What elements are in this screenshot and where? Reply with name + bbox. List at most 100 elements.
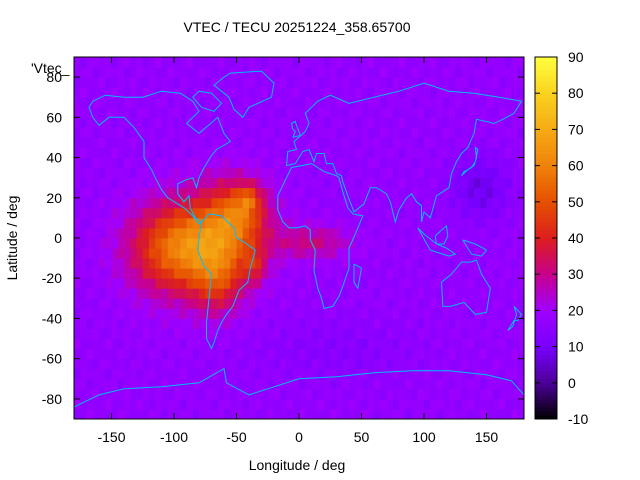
colorbar-band (535, 342, 557, 348)
heatmap-cell (199, 248, 206, 259)
heatmap-cell (417, 57, 425, 68)
heatmap-cell (474, 408, 481, 420)
heatmap-cell (330, 107, 337, 118)
heatmap-cell (261, 258, 269, 269)
heatmap-cell (261, 107, 269, 118)
heatmap-cell (124, 408, 131, 420)
heatmap-cell (86, 107, 94, 118)
heatmap-cell (305, 248, 312, 259)
heatmap-cell (430, 87, 437, 98)
heatmap-cell (361, 258, 369, 269)
heatmap-cell (130, 87, 137, 98)
heatmap-cell (417, 398, 425, 410)
heatmap-cell (405, 348, 412, 360)
heatmap-cell (261, 137, 269, 148)
heatmap-cell (267, 338, 275, 350)
heatmap-cell (199, 157, 206, 169)
heatmap-cell (405, 57, 412, 68)
heatmap-cell (380, 338, 387, 350)
heatmap-cell (455, 187, 462, 199)
heatmap-cell (299, 117, 306, 128)
heatmap-cell (380, 67, 387, 78)
heatmap-cell (236, 308, 244, 319)
heatmap-cell (230, 167, 237, 179)
heatmap-cell (474, 157, 481, 169)
heatmap-cell (486, 167, 494, 179)
heatmap-cell (511, 328, 519, 339)
heatmap-cell (124, 87, 131, 98)
heatmap-cell (86, 298, 94, 309)
heatmap-cell (474, 398, 481, 410)
heatmap-cell (355, 298, 362, 309)
heatmap-cell (280, 408, 287, 420)
heatmap-cell (405, 378, 412, 390)
heatmap-cell (255, 197, 262, 209)
colorbar-band (535, 89, 557, 94)
heatmap-cell (367, 57, 375, 68)
colorbar-band (535, 398, 557, 404)
heatmap-cell (492, 258, 500, 269)
heatmap-cell (380, 388, 387, 400)
heatmap-cell (192, 167, 200, 179)
heatmap-cell (492, 137, 500, 148)
heatmap-cell (292, 368, 300, 380)
heatmap-cell (355, 238, 362, 249)
heatmap-cell (417, 117, 425, 128)
heatmap-cell (499, 258, 506, 269)
heatmap-cell (517, 187, 525, 199)
heatmap-cell (442, 278, 450, 289)
heatmap-cell (380, 328, 387, 339)
heatmap-cell (80, 398, 87, 410)
heatmap-cell (411, 197, 419, 209)
heatmap-cell (349, 408, 356, 420)
heatmap-cell (436, 157, 444, 169)
heatmap-cell (455, 278, 462, 289)
heatmap-cell (480, 217, 487, 229)
heatmap-cell (117, 217, 125, 229)
heatmap-cell (249, 338, 256, 350)
heatmap-cell (286, 157, 294, 169)
heatmap-cell (230, 338, 237, 350)
heatmap-cell (292, 57, 300, 68)
heatmap-cell (111, 67, 119, 78)
heatmap-cell (305, 398, 312, 410)
heatmap-cell (267, 157, 275, 169)
heatmap-cell (99, 217, 106, 229)
heatmap-cell (274, 67, 281, 78)
colorbar-band (535, 137, 557, 142)
heatmap-cell (374, 338, 381, 350)
heatmap-cell (342, 107, 350, 118)
heatmap-cell (199, 77, 206, 88)
heatmap-cell (224, 217, 231, 229)
heatmap-cell (311, 167, 319, 179)
heatmap-cell (486, 268, 494, 279)
heatmap-cell (467, 298, 475, 309)
heatmap-cell (105, 238, 112, 249)
heatmap-cell (486, 258, 494, 269)
heatmap-cell (392, 258, 400, 269)
heatmap-cell (392, 117, 400, 128)
heatmap-cell (74, 67, 81, 78)
heatmap-cell (136, 248, 144, 259)
heatmap-cell (242, 308, 250, 319)
heatmap-cell (92, 378, 100, 390)
colorbar-band (535, 346, 557, 352)
heatmap-cell (386, 368, 394, 380)
heatmap-cell (342, 147, 350, 158)
heatmap-cell (217, 87, 225, 98)
heatmap-cell (305, 318, 312, 329)
heatmap-cell (324, 197, 331, 209)
heatmap-cell (330, 177, 337, 189)
heatmap-cell (474, 177, 481, 189)
heatmap-cell (230, 227, 237, 239)
heatmap-cell (374, 308, 381, 319)
heatmap-cell (336, 157, 344, 169)
heatmap-cell (255, 358, 262, 370)
colorbar-band (535, 382, 557, 388)
heatmap-cell (130, 318, 137, 329)
heatmap-cell (99, 368, 106, 380)
heatmap-cell (161, 187, 169, 199)
heatmap-cell (211, 348, 219, 360)
heatmap-cell (86, 147, 94, 158)
heatmap-cell (92, 348, 100, 360)
